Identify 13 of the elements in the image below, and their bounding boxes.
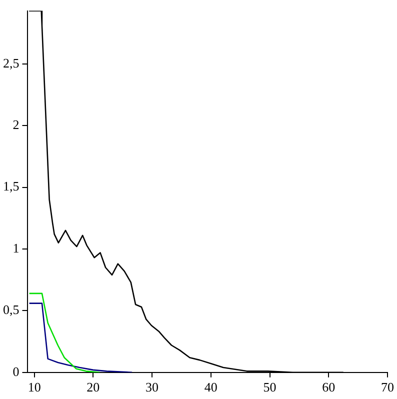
x-tick-label: 40 [204, 380, 218, 395]
y-tick-label: 1,5 [3, 178, 20, 194]
x-tick-label: 30 [146, 380, 159, 395]
x-tick-label: 20 [86, 380, 100, 395]
x-tick-label: 10 [28, 380, 41, 395]
y-tick-label: 2,5 [3, 55, 20, 70]
x-tick-label: 60 [322, 380, 336, 395]
y-tick-label: 2 [12, 116, 20, 132]
y-tick-label: 1 [12, 240, 20, 256]
x-tick-label: 50 [263, 380, 276, 395]
y-tick-label: 0,5 [3, 302, 20, 318]
x-tick-label: 70 [381, 380, 394, 395]
y-tick-label: 0 [12, 364, 20, 379]
